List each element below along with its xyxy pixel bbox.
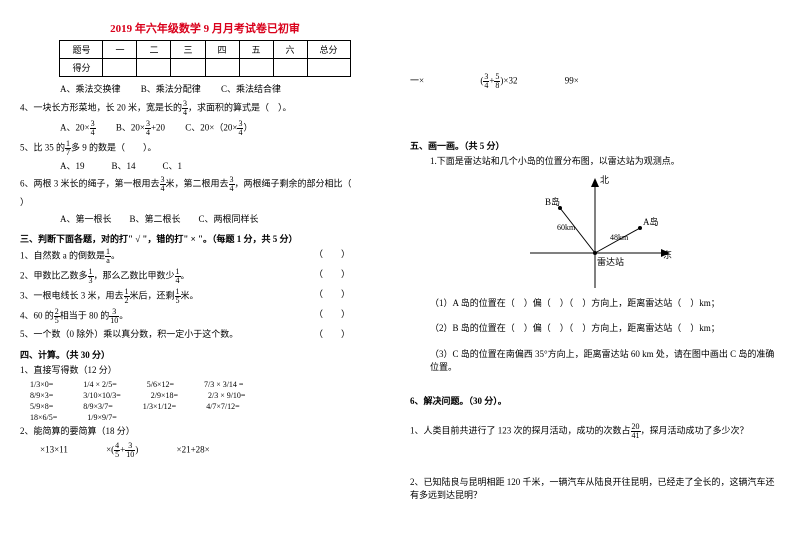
sec4-2: 2、能简算的要简算（18 分） <box>20 425 390 439</box>
j5: 5、一个数（0 除外）乘以真分数，积一定小于这个数。（ ） <box>20 328 390 342</box>
section-4: 四、计算。（共 30 分） <box>20 348 390 361</box>
q5-options: A、19 B、14 C、1 <box>20 160 390 174</box>
blank-2: （2）B 岛的位置在（ ）偏（ ）（ ）方向上，距离雷达站（ ）km； <box>410 322 780 336</box>
j1: 1、自然数 a 的倒数是1a。 （ ） <box>20 248 390 265</box>
th-5: 五 <box>239 41 273 59</box>
section-5: 五、画一画。（共 5 分） <box>410 139 780 152</box>
th-0: 题号 <box>60 41 103 59</box>
q6: 6、两根 3 米长的绳子，第一根用去34米，第二根用去34，两根绳子剩余的部分相… <box>20 176 390 193</box>
compass-svg <box>515 173 675 293</box>
th-7: 总分 <box>307 41 350 59</box>
th-2: 二 <box>137 41 171 59</box>
north-label: 北 <box>600 173 609 186</box>
j2: 2、甲数比乙数多13，那么乙数比甲数少14。 （ ） <box>20 268 390 285</box>
radar-label: 雷达站 <box>597 255 624 268</box>
blank-3: （3）C 岛的位置在南偏西 35°方向上，距离雷达站 60 km 处，请在图中画… <box>410 348 780 375</box>
score-table: 题号 一 二 三 四 五 六 总分 得分 <box>59 40 350 77</box>
right-calc-line: 一× (34+58)×32 99× <box>410 73 780 90</box>
blank-1: （1）A 岛的位置在（ ）偏（ ）（ ）方向上，距离雷达站（ ）km； <box>410 297 780 311</box>
calc-grid: 1/3×0=1/4 × 2/5=5/6×12=7/3 × 3/14 = 8/9×… <box>20 380 390 422</box>
row2-label: 得分 <box>60 59 103 77</box>
j4: 4、60 的25相当于 80 的310。 （ ） <box>20 308 390 325</box>
th-4: 四 <box>205 41 239 59</box>
section-6: 6、解决问题。（30 分）。 <box>410 394 780 407</box>
exam-title: 2019 年六年级数学 9 月月考试卷已初审 <box>20 20 390 36</box>
east-label: 东 <box>663 248 672 261</box>
q3-options: A、乘法交换律 B、乘法分配律 C、乘法结合律 <box>20 83 390 97</box>
d48: 48km <box>610 233 628 242</box>
j3: 3、一根电线长 3 米，用去12米后，还剩15米。 （ ） <box>20 288 390 305</box>
calc2: ×13×11 ×(45+310) ×21+28× <box>20 442 390 459</box>
a-island: A岛 <box>643 215 659 228</box>
right-column: 一× (34+58)×32 99× 五、画一画。（共 5 分） 1.下面是雷达站… <box>410 20 780 506</box>
b-island: B岛 <box>545 195 560 208</box>
q5: 5、比 35 的17多 9 的数是（ ）。 <box>20 140 390 157</box>
section-3: 三、判断下面各题，对的打" √ "，错的打" × "。（每题 1 分，共 5 分… <box>20 232 390 245</box>
left-column: 2019 年六年级数学 9 月月考试卷已初审 题号 一 二 三 四 五 六 总分… <box>20 20 390 506</box>
sec4-1: 1、直接写得数（12 分） <box>20 364 390 378</box>
sec5-1: 1.下面是雷达站和几个小岛的位置分布图，以雷达站为观测点。 <box>410 155 780 169</box>
q6-end: ） <box>20 196 390 210</box>
th-6: 六 <box>273 41 307 59</box>
problem-2: 2、已知陆良与昆明相距 120 千米，一辆汽车从陆良开往昆明，已经走了全长的，这… <box>410 476 780 503</box>
problem-1: 1、人类目前共进行了 123 次的探月活动，成功的次数占2041，探月活动成功了… <box>410 423 780 440</box>
q4: 4、一块长方形菜地，长 20 米，宽是长的34，求面积的算式是（ ）。 <box>20 100 390 117</box>
th-1: 一 <box>103 41 137 59</box>
th-3: 三 <box>171 41 205 59</box>
compass-diagram: 北 东 B岛 A岛 雷达站 60km 48km <box>515 173 675 293</box>
q6-options: A、第一根长 B、第二根长 C、两根同样长 <box>20 213 390 227</box>
q4-options: A、20×34 B、20×34+20 C、20×（20×34） <box>20 120 390 137</box>
d60: 60km <box>557 223 575 232</box>
